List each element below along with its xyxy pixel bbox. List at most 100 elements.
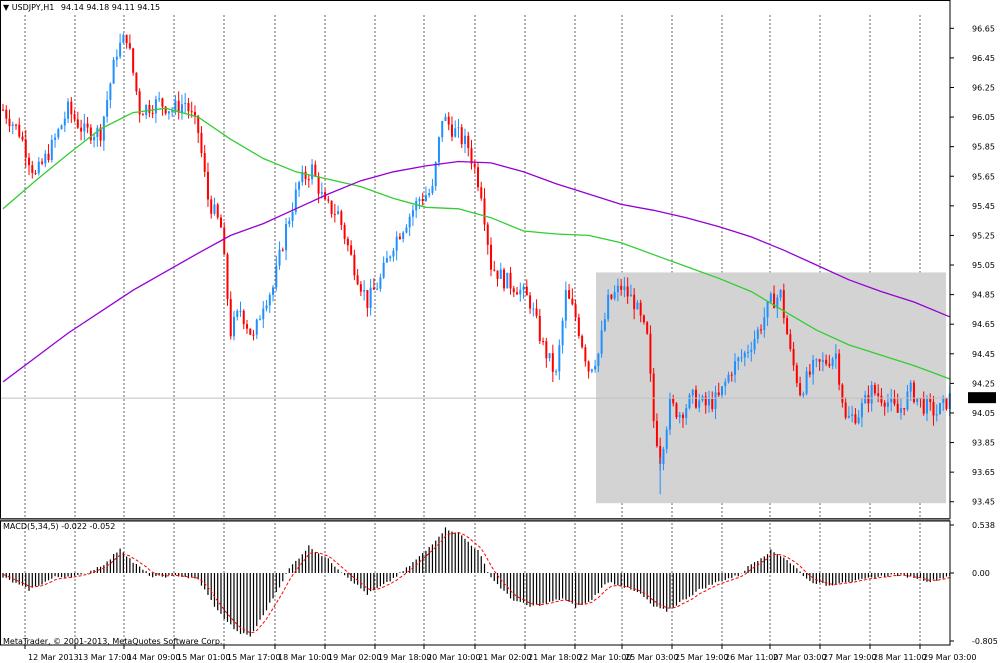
macd-header: MACD(5,34,5) -0.022 -0.052	[3, 522, 115, 531]
candle-body	[659, 446, 662, 464]
candle-body	[154, 99, 157, 114]
candle-body	[597, 353, 600, 366]
candle-body	[727, 374, 730, 382]
candle-body	[200, 132, 203, 154]
candle-body	[356, 275, 359, 285]
candle-body	[626, 286, 629, 297]
x-tick-label: 25 Mar 19:00	[675, 653, 728, 662]
candle-body	[717, 392, 720, 396]
y-tick-label: 96.25	[972, 83, 995, 92]
x-tick-label: 27 Mar 03:00	[773, 653, 826, 662]
candle-body	[847, 415, 850, 418]
candle-body	[294, 189, 297, 212]
candle-body	[743, 352, 746, 358]
candle-body	[610, 294, 613, 299]
candle-body	[395, 236, 398, 251]
chart-frame	[0, 0, 951, 646]
candle-body	[691, 389, 694, 396]
candle-body	[688, 395, 691, 409]
candle-body	[912, 382, 915, 403]
candle-body	[109, 83, 112, 101]
candle-body	[470, 148, 473, 164]
x-tick-label: 22 Mar 10:00	[578, 653, 631, 662]
candle-body	[164, 106, 167, 114]
candle-body	[932, 402, 935, 416]
candle-body	[678, 414, 681, 418]
candle-body	[760, 329, 763, 331]
candle-body	[649, 333, 652, 374]
candle-body	[174, 100, 177, 111]
candle-body	[148, 105, 151, 113]
candle-body	[525, 286, 528, 296]
candle-body	[31, 165, 34, 173]
candle-body	[555, 371, 558, 373]
candle-body	[613, 292, 616, 299]
candle-body	[854, 414, 857, 424]
candle-body	[226, 254, 229, 300]
candle-body	[132, 48, 135, 73]
candle-body	[922, 398, 925, 414]
candle-body	[63, 118, 66, 126]
candle-body	[392, 250, 395, 257]
candle-body	[379, 277, 382, 289]
macd-title: MACD(5,34,5) -0.022 -0.052	[3, 522, 116, 531]
moving-average-fast-line	[2, 107, 950, 380]
candle-body	[333, 214, 336, 216]
candle-body	[825, 359, 828, 364]
candle-body	[37, 161, 40, 174]
candle-body	[681, 414, 684, 419]
candle-body	[834, 353, 837, 359]
x-tick-label: 15 Mar 17:00	[227, 653, 280, 662]
candle-body	[197, 115, 200, 133]
candle-body	[382, 262, 385, 278]
current-price-label: 94.15	[971, 394, 994, 403]
candle-body	[320, 192, 323, 194]
candle-body	[929, 398, 932, 403]
candle-body	[21, 136, 24, 140]
candle-body	[89, 127, 92, 141]
candle-body	[242, 310, 245, 325]
candle-body	[896, 403, 899, 413]
candle-body	[867, 395, 870, 404]
candle-body	[795, 365, 798, 384]
candle-body	[740, 357, 743, 359]
candle-body	[890, 397, 893, 403]
x-tick-label: 21 Mar 18:00	[528, 653, 581, 662]
candle-body	[538, 315, 541, 342]
candle-body	[24, 139, 27, 158]
candle-body	[363, 290, 366, 292]
candle-body	[916, 397, 919, 403]
candle-body	[76, 119, 79, 128]
candle-body	[415, 200, 418, 211]
y-tick-label: 95.45	[972, 202, 995, 211]
candle-body	[119, 42, 122, 57]
y-tick-label: 96.05	[972, 113, 995, 122]
candle-body	[346, 238, 349, 246]
candle-body	[252, 334, 255, 336]
dropdown-triangle-icon[interactable]: ▼	[3, 3, 10, 12]
y-tick-label: 0.538	[972, 521, 995, 530]
candle-body	[799, 383, 802, 396]
y-tick-label: 96.65	[972, 24, 995, 33]
candle-body	[460, 127, 463, 145]
candle-body	[272, 287, 275, 295]
x-tick-label: 13 Mar 17:00	[78, 653, 131, 662]
candle-body	[473, 163, 476, 168]
candle-body	[50, 139, 53, 161]
candle-body	[444, 116, 447, 121]
candle-body	[67, 101, 70, 119]
candle-body	[756, 329, 759, 339]
candle-body	[574, 304, 577, 318]
candle-body	[93, 136, 96, 141]
candle-body	[389, 256, 392, 259]
candle-body	[571, 298, 574, 305]
candle-body	[151, 112, 154, 114]
candle-body	[239, 310, 242, 312]
candle-body	[860, 403, 863, 418]
candle-body	[841, 384, 844, 403]
candle-body	[808, 371, 811, 375]
macd-signal-line	[2, 532, 950, 634]
candle-body	[99, 127, 102, 141]
candle-body	[268, 294, 271, 306]
